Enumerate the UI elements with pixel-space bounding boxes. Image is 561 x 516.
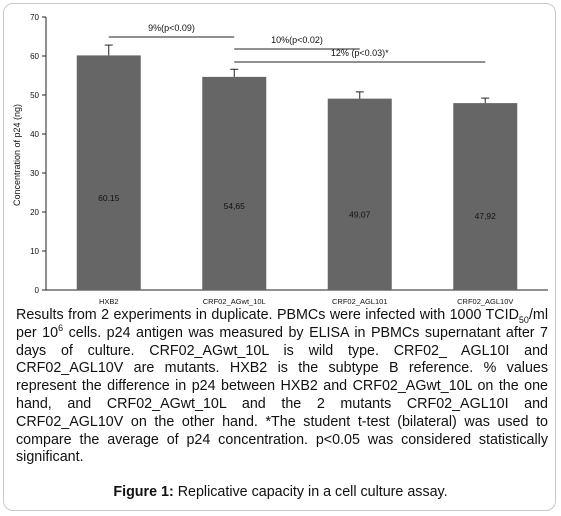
y-axis-label: Concentration of p24 (ng) [12, 104, 22, 206]
figure-caption: Results from 2 experiments in duplicate.… [16, 307, 548, 466]
figure-title-text: Replicative capacity in a cell culture a… [173, 484, 448, 500]
y-tick-label: 40 [30, 130, 39, 139]
bar [76, 55, 141, 290]
bar [453, 103, 518, 290]
figure-label: Figure 1: [113, 484, 174, 500]
bar-value-label: 47,92 [475, 211, 497, 221]
x-tick-label: CRF02_AGL101 [332, 297, 387, 306]
y-tick-label: 10 [30, 247, 39, 256]
y-tick-label: 20 [30, 208, 39, 217]
significance-label: 10%(p<0.02) [271, 35, 323, 45]
bar-value-label: 60.15 [98, 193, 120, 203]
bar-value-label: 49,07 [349, 209, 371, 219]
figure-title: Figure 1: Replicative capacity in a cell… [0, 484, 561, 500]
y-tick-label: 30 [30, 169, 39, 178]
bar-value-label: 54,65 [224, 201, 246, 211]
bar-chart: 60.15 54,65 49,07 47,92 0 10 20 30 40 50 60 70 HXB2… [12, 13, 548, 306]
x-tick-label: CRF02_AGwt_10L [203, 297, 266, 306]
x-tick-label: HXB2 [99, 297, 119, 306]
y-tick-label: 60 [30, 52, 39, 61]
significance-label: 12% (p<0.03)* [331, 48, 389, 58]
y-tick-label: 0 [35, 286, 40, 295]
significance-label: 9%(p<0.09) [148, 23, 195, 33]
bar [327, 98, 392, 290]
x-tick-label: CRF02_AGL10V [457, 297, 513, 306]
y-tick-label: 70 [30, 13, 39, 22]
y-tick-label: 50 [30, 91, 39, 100]
bar [202, 76, 267, 291]
